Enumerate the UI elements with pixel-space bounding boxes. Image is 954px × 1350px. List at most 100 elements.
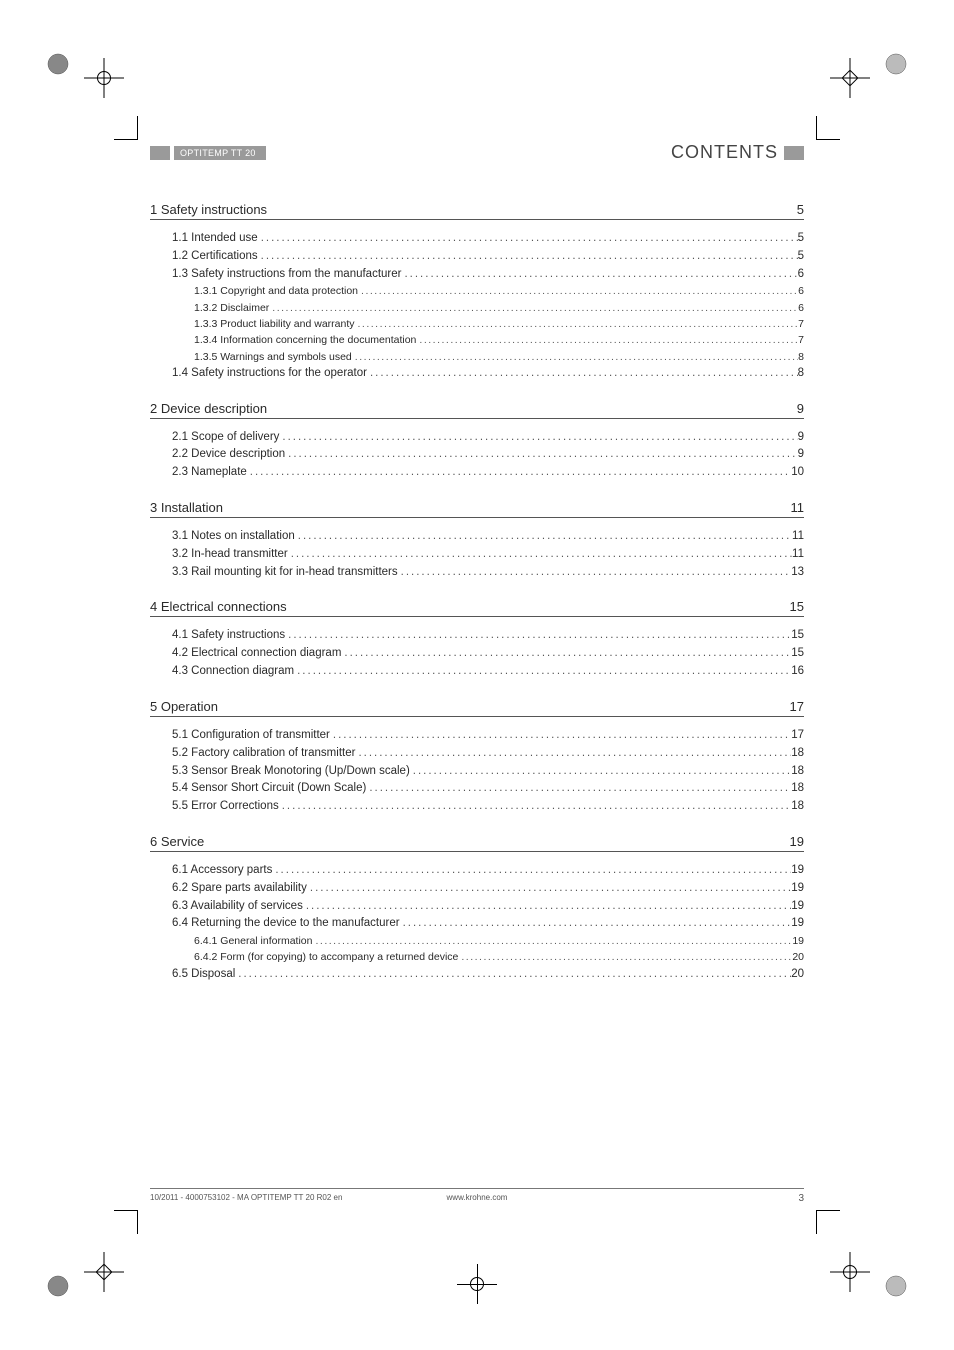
toc-entry-label: 5.2 Factory calibration of transmitter: [172, 745, 355, 763]
toc-leader: ........................................…: [410, 763, 791, 781]
toc-entry: 5.2 Factory calibration of transmitter..…: [150, 745, 804, 763]
spacer: [267, 401, 797, 416]
toc-leader: ........................................…: [355, 745, 791, 763]
toc-section-page: 11: [791, 500, 805, 515]
toc-entry-page: 18: [791, 798, 804, 816]
toc-leader: ........................................…: [272, 862, 791, 880]
toc-entry-label: 4.2 Electrical connection diagram: [172, 645, 341, 663]
spacer: [287, 599, 790, 614]
header-right-block: [784, 146, 804, 160]
toc-entry-label: 1.4 Safety instructions for the operator: [172, 365, 367, 383]
toc-entry: 4.2 Electrical connection diagram.......…: [150, 645, 804, 663]
crop-mark-br: [816, 1210, 846, 1240]
toc-entry: 1.3.5 Warnings and symbols used.........…: [150, 349, 804, 365]
toc-leader: ........................................…: [355, 316, 799, 332]
toc-entry-page: 20: [792, 949, 804, 965]
toc-entry: 5.5 Error Corrections...................…: [150, 798, 804, 816]
header-left-block: [150, 146, 170, 160]
toc-leader: ........................................…: [401, 266, 797, 284]
registration-dot-tr: [874, 42, 918, 86]
toc-entry: 6.2 Spare parts availability............…: [150, 880, 804, 898]
page-title: CONTENTS: [671, 142, 778, 163]
toc-entry-label: 5.5 Error Corrections: [172, 798, 279, 816]
toc-leader: ........................................…: [303, 898, 791, 916]
toc-entry: 6.1 Accessory parts.....................…: [150, 862, 804, 880]
toc-leader: ........................................…: [294, 663, 791, 681]
toc-entry-label: 5.4 Sensor Short Circuit (Down Scale): [172, 780, 366, 798]
toc-entry-page: 6: [798, 283, 804, 299]
toc-leader: ........................................…: [279, 429, 797, 447]
toc-section-page: 19: [790, 834, 804, 849]
toc-entry: 1.3 Safety instructions from the manufac…: [150, 266, 804, 284]
toc-entry-label: 6.2 Spare parts availability: [172, 880, 307, 898]
toc-entry-label: 6.4 Returning the device to the manufact…: [172, 915, 400, 933]
crosshair-tl: [84, 58, 124, 98]
toc-section-title: 2 Device description: [150, 401, 267, 416]
spacer: [223, 500, 791, 515]
toc-entry-page: 15: [791, 627, 804, 645]
toc-section-title: 4 Electrical connections: [150, 599, 287, 614]
toc-section: 2 Device description 9 2.1 Scope of delive…: [150, 401, 804, 482]
toc-entry: 5.4 Sensor Short Circuit (Down Scale)...…: [150, 780, 804, 798]
crop-mark-tl: [108, 110, 138, 140]
toc-section-page: 5: [797, 202, 804, 217]
toc-entry-label: 6.4.2 Form (for copying) to accompany a …: [194, 949, 458, 965]
toc-entry: 4.3 Connection diagram..................…: [150, 663, 804, 681]
toc-leader: ........................................…: [352, 349, 798, 365]
toc-leader: ........................................…: [258, 248, 798, 266]
toc-leader: ........................................…: [416, 332, 798, 348]
toc-entry: 3.3 Rail mounting kit for in-head transm…: [150, 564, 804, 582]
toc-entry: 2.3 Nameplate...........................…: [150, 464, 804, 482]
toc-entry-label: 4.3 Connection diagram: [172, 663, 294, 681]
toc-section-title: 3 Installation: [150, 500, 223, 515]
toc-section-page: 9: [797, 401, 804, 416]
toc-entry-page: 18: [791, 780, 804, 798]
registration-dot-br: [874, 1264, 918, 1308]
toc-entry-label: 2.1 Scope of delivery: [172, 429, 279, 447]
product-badge: OPTITEMP TT 20: [174, 146, 266, 160]
toc-entry-page: 11: [792, 546, 804, 564]
toc-entry-label: 6.3 Availability of services: [172, 898, 303, 916]
toc-entry-page: 18: [791, 763, 804, 781]
toc-entry-page: 19: [791, 915, 804, 933]
toc-entry-page: 19: [792, 933, 804, 949]
toc-leader: ........................................…: [285, 627, 791, 645]
toc-entry: 3.1 Notes on installation...............…: [150, 528, 804, 546]
crosshair-br: [830, 1252, 870, 1292]
toc-leader: ........................................…: [341, 645, 791, 663]
crosshair-tr: [830, 58, 870, 98]
toc-entry-page: 8: [798, 349, 804, 365]
toc-entry-page: 7: [798, 316, 804, 332]
toc-leader: ........................................…: [330, 727, 791, 745]
page-content: OPTITEMP TT 20 CONTENTS 1 Safety instruc…: [150, 146, 804, 1204]
page-header: OPTITEMP TT 20 CONTENTS: [150, 146, 804, 172]
toc-entry-page: 18: [791, 745, 804, 763]
toc-entry: 4.1 Safety instructions.................…: [150, 627, 804, 645]
toc-section: 6 Service19 6.1 Accessory parts..........…: [150, 834, 804, 984]
toc-entry-page: 8: [798, 365, 804, 383]
toc-entry: 6.4 Returning the device to the manufact…: [150, 915, 804, 933]
spacer: [218, 699, 790, 714]
toc-leader: ........................................…: [258, 230, 798, 248]
toc-section-page: 15: [790, 599, 804, 614]
toc-entry-page: 5: [798, 248, 804, 266]
toc-section: 5 Operation175.1 Configuration of transm…: [150, 699, 804, 816]
toc-leader: ........................................…: [367, 365, 798, 383]
toc-section: 3 Installation113.1 Notes on installatio…: [150, 500, 804, 581]
footer-url: www.krohne.com: [368, 1193, 586, 1204]
table-of-contents: 1 Safety instructions51.1 Intended use..…: [150, 202, 804, 984]
toc-entry: 6.3 Availability of services............…: [150, 898, 804, 916]
toc-entry-label: 1.3 Safety instructions from the manufac…: [172, 266, 401, 284]
toc-entry-page: 15: [791, 645, 804, 663]
registration-dot-tl: [36, 42, 80, 86]
toc-entry-label: 6.1 Accessory parts: [172, 862, 272, 880]
toc-leader: ........................................…: [307, 880, 791, 898]
toc-entry-label: 1.2 Certifications: [172, 248, 258, 266]
toc-section-head: 6 Service19: [150, 834, 804, 852]
toc-entry-label: 1.3.5 Warnings and symbols used: [194, 349, 352, 365]
footer-docid: 10/2011 - 4000753102 - MA OPTITEMP TT 20…: [150, 1193, 368, 1204]
toc-entry: 1.1 Intended use........................…: [150, 230, 804, 248]
crop-mark-bl: [108, 1210, 138, 1240]
toc-leader: ........................................…: [458, 949, 792, 965]
toc-entry: 1.3.1 Copyright and data protection.....…: [150, 283, 804, 299]
